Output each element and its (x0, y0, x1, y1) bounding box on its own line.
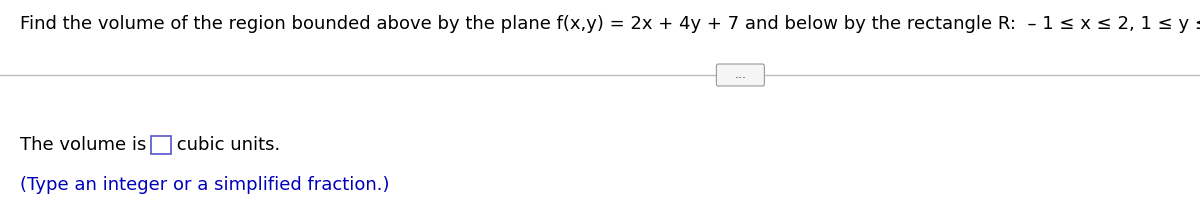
FancyBboxPatch shape (716, 64, 764, 86)
Text: ...: ... (734, 68, 746, 81)
FancyBboxPatch shape (151, 136, 172, 154)
Text: The volume is: The volume is (20, 136, 152, 154)
Text: Find the volume of the region bounded above by the plane f(x,y) = 2x + 4y + 7 an: Find the volume of the region bounded ab… (20, 15, 1200, 33)
Text: (Type an integer or a simplified fraction.): (Type an integer or a simplified fractio… (20, 176, 390, 194)
Text: cubic units.: cubic units. (172, 136, 281, 154)
